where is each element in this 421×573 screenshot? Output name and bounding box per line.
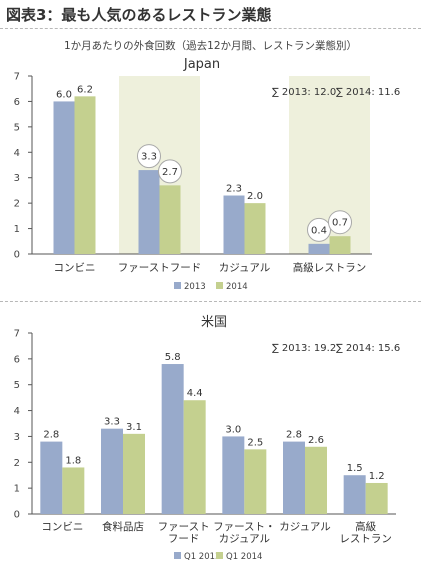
us-value-label: 3.1 xyxy=(126,422,142,433)
us-category-label: 高級 xyxy=(355,520,376,533)
us-value-label: 4.4 xyxy=(187,388,203,399)
jp-y-tick-label: 4 xyxy=(14,148,20,159)
jp-value-label: 3.3 xyxy=(141,152,157,163)
us-chart-title: 米国 xyxy=(201,315,227,330)
us-bar-s2-5 xyxy=(365,482,388,514)
us-bar-s1-5 xyxy=(343,475,366,514)
us-legend-label: Q1 2014 xyxy=(226,552,262,562)
jp-value-circle-0-3 xyxy=(307,217,331,242)
figure-title: 図表3：最も人気のあるレストラン業態 xyxy=(6,6,272,24)
us-y-tick-label: 6 xyxy=(14,354,20,365)
us-category-label: カジュアル xyxy=(219,533,270,545)
jp-bar-s1-2 xyxy=(223,195,245,254)
us-category-label: フード xyxy=(168,533,200,545)
us-y-tick-label: 3 xyxy=(14,432,20,443)
title-divider xyxy=(0,28,421,29)
us-value-label: 1.2 xyxy=(369,471,385,482)
jp-bar-s2-0 xyxy=(74,96,96,254)
us-total-label: ∑ 2013: 19.2 xyxy=(272,343,336,354)
jp-legend-swatch-1 xyxy=(216,282,223,289)
jp-total-label: ∑ 2014: 11.6 xyxy=(336,87,400,98)
jp-value-label: 6.0 xyxy=(56,89,72,100)
jp-value-label: 6.2 xyxy=(77,84,93,95)
us-value-label: 2.8 xyxy=(43,430,59,441)
jp-bar-s2-1 xyxy=(159,185,181,254)
jp-y-tick-label: 7 xyxy=(14,72,20,83)
jp-value-label: 2.0 xyxy=(247,191,263,202)
us-bar-s1-1 xyxy=(101,428,123,514)
jp-bar-s1-1 xyxy=(138,170,160,254)
us-category-label: ファースト・ xyxy=(213,521,275,533)
us-bar-s2-1 xyxy=(123,433,145,514)
us-bar-s2-0 xyxy=(62,467,85,514)
us-value-label: 2.8 xyxy=(286,430,302,441)
us-category-label: ファースト xyxy=(158,521,210,533)
us-bar-s1-2 xyxy=(161,364,184,514)
jp-y-tick-label: 3 xyxy=(14,173,20,184)
us-value-label: 3.0 xyxy=(225,424,241,435)
jp-bar-s2-2 xyxy=(244,203,266,254)
chart-divider xyxy=(0,301,421,302)
jp-value-label: 0.7 xyxy=(332,218,348,229)
jp-value-label: 2.3 xyxy=(226,184,242,195)
us-bar-s2-3 xyxy=(244,449,267,514)
us-value-label: 1.5 xyxy=(347,463,363,474)
us-legend-swatch-1 xyxy=(216,552,223,559)
us-category-label: コンビニ xyxy=(41,521,83,533)
figure-subtitle: 1か月あたりの外食回数（過去12か月間、レストラン業態別） xyxy=(63,40,358,52)
jp-value-circle-0-1 xyxy=(137,144,161,169)
us-legend-label: Q1 2013 xyxy=(184,552,220,562)
us-total-label: ∑ 2014: 15.6 xyxy=(336,343,400,354)
jp-value-label: 0.4 xyxy=(311,225,327,236)
jp-category-label: 高級レストラン xyxy=(293,261,367,274)
us-y-tick-label: 5 xyxy=(14,380,20,391)
us-value-label: 3.3 xyxy=(104,417,120,428)
jp-y-tick-label: 6 xyxy=(14,97,20,108)
jp-category-label: コンビニ xyxy=(54,262,96,274)
us-y-tick-label: 7 xyxy=(14,329,20,340)
us-value-label: 5.8 xyxy=(165,352,181,363)
us-value-label: 1.8 xyxy=(65,455,81,466)
jp-chart-title: Japan xyxy=(183,57,220,72)
us-bar-s1-0 xyxy=(40,441,63,514)
jp-value-label: 2.7 xyxy=(162,167,178,178)
jp-category-label: ファーストフード xyxy=(118,262,201,274)
us-legend-swatch-0 xyxy=(174,552,181,559)
jp-y-tick-label: 1 xyxy=(14,224,20,235)
jp-legend-label: 2014 xyxy=(226,282,248,292)
us-value-label: 2.6 xyxy=(308,435,324,446)
us-bar-s2-2 xyxy=(183,400,206,514)
us-bar-s2-4 xyxy=(305,446,327,514)
us-bar-s1-3 xyxy=(222,436,245,514)
us-y-tick-label: 2 xyxy=(14,458,20,469)
us-y-tick-label: 1 xyxy=(14,484,20,495)
us-category-label: 食料品店 xyxy=(102,520,144,533)
jp-y-tick-label: 5 xyxy=(14,122,20,133)
us-category-label: レストラン xyxy=(339,533,392,545)
us-value-label: 2.5 xyxy=(247,437,263,448)
jp-y-tick-label: 2 xyxy=(14,199,20,210)
jp-bar-s1-3 xyxy=(308,243,330,254)
us-y-tick-label: 4 xyxy=(14,406,20,417)
us-category-label: カジュアル xyxy=(279,521,330,533)
jp-legend-swatch-0 xyxy=(174,282,181,289)
jp-total-label: ∑ 2013: 12.0 xyxy=(272,87,336,98)
us-y-tick-label: 0 xyxy=(14,510,20,521)
jp-legend-label: 2013 xyxy=(184,282,206,292)
jp-value-circle-1-3 xyxy=(328,210,352,235)
jp-value-circle-1-1 xyxy=(158,159,182,184)
jp-y-tick-label: 0 xyxy=(14,250,20,261)
jp-category-label: カジュアル xyxy=(219,262,270,274)
jp-bar-s2-3 xyxy=(329,236,351,254)
jp-bar-s1-0 xyxy=(53,101,75,254)
us-bar-s1-4 xyxy=(283,441,305,514)
